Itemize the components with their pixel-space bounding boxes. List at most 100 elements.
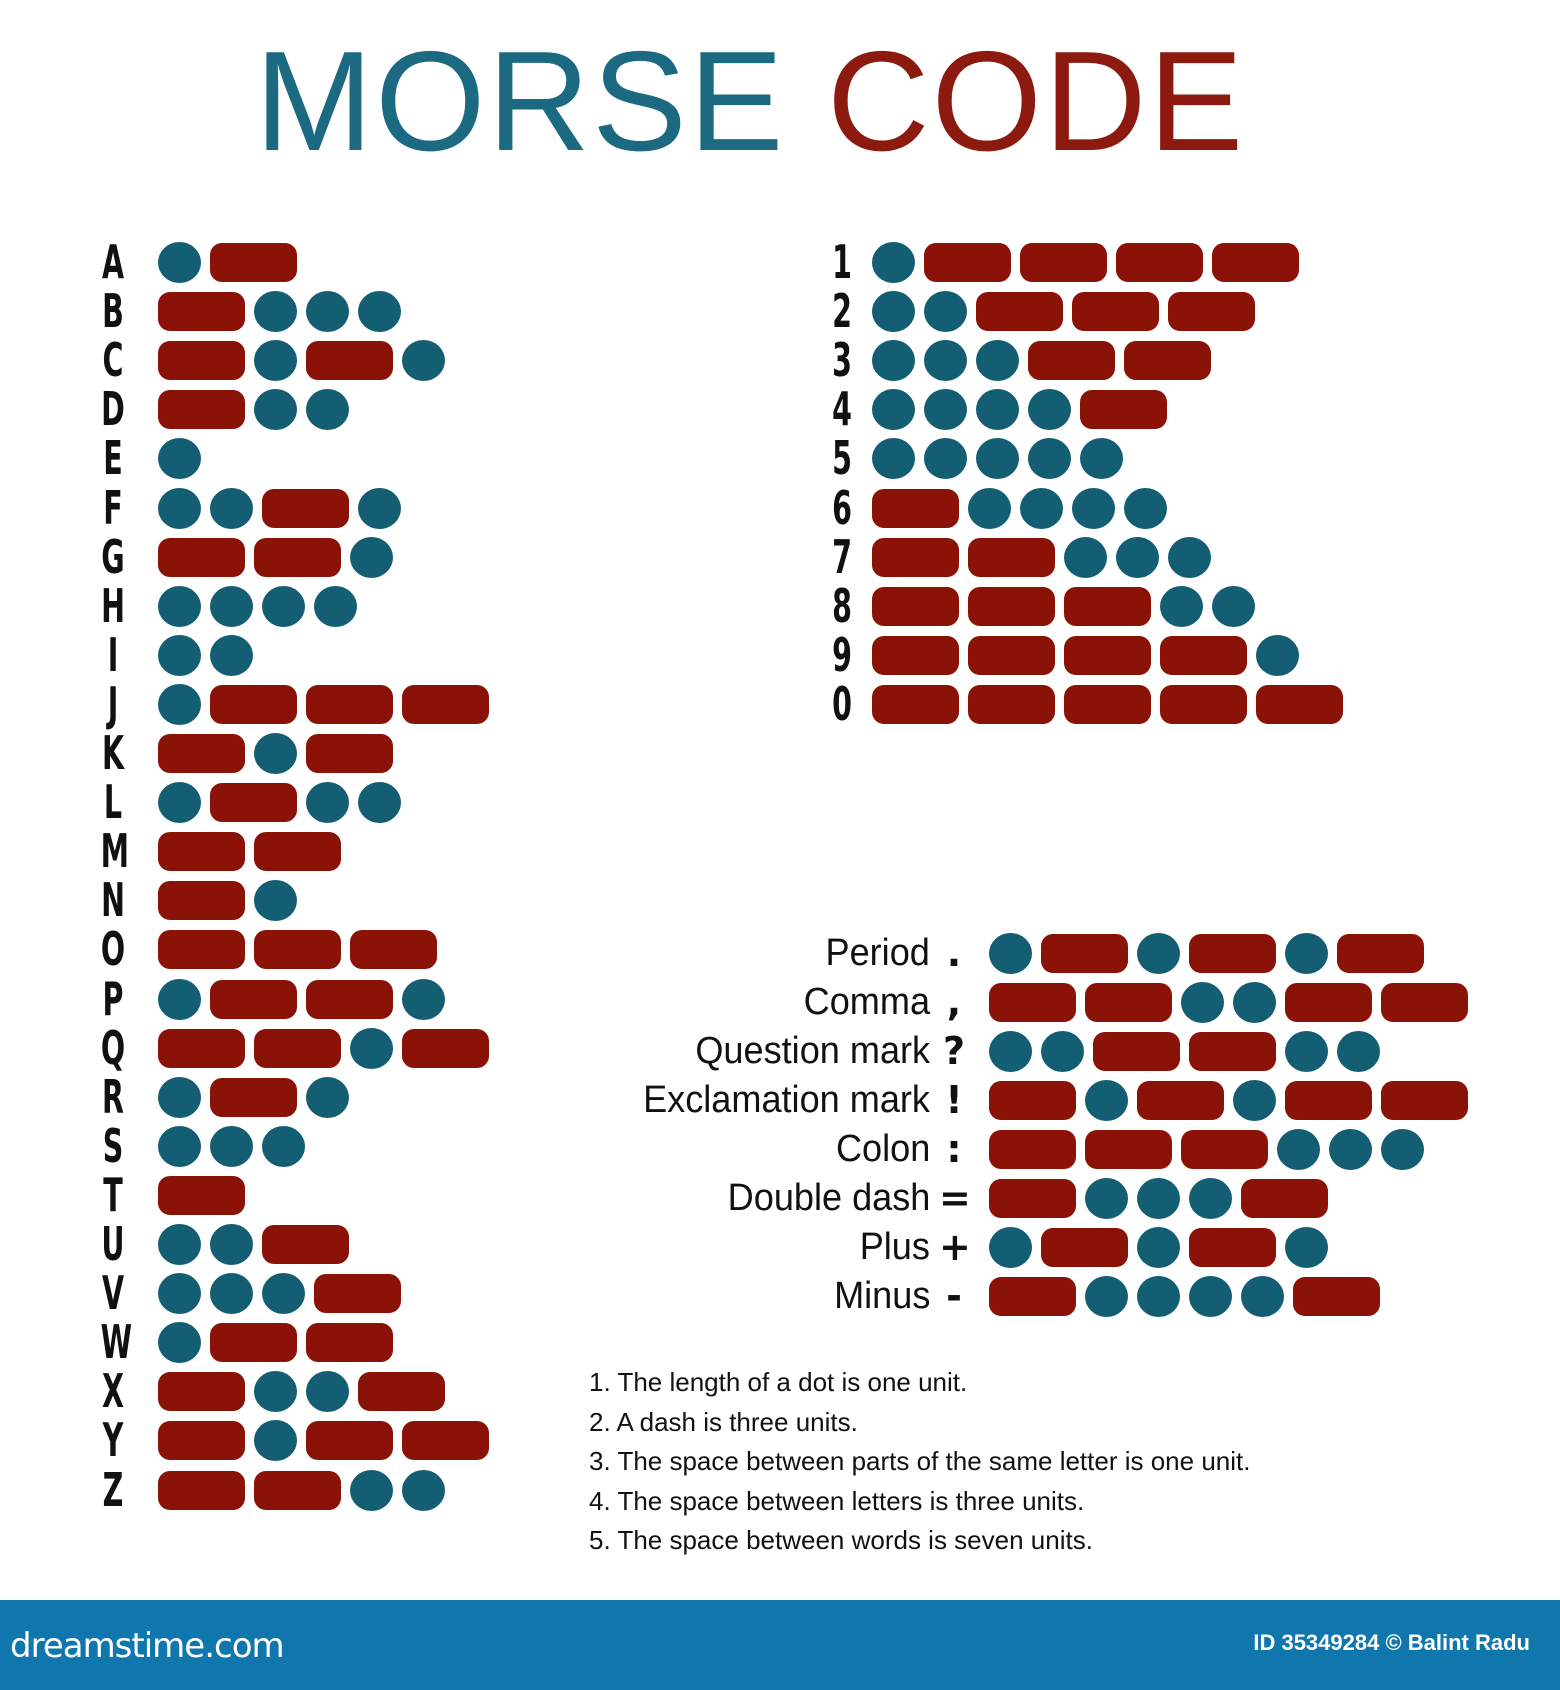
- code-row-T: T: [93, 1172, 693, 1218]
- rule-item: 4. The space between letters is three un…: [589, 1485, 1085, 1516]
- punct-label-wrap: Colon: [0, 1127, 930, 1171]
- punct-label-wrap: Period: [0, 931, 930, 975]
- code-row-V: V: [93, 1270, 693, 1316]
- dash: [158, 1372, 245, 1412]
- dash: [158, 537, 245, 577]
- char-label: K: [101, 726, 125, 780]
- dash: [158, 1028, 245, 1068]
- morse-sequence: [158, 634, 253, 676]
- code-row-P: P: [93, 971, 693, 1026]
- punct-row: Double dash =: [0, 1176, 1560, 1220]
- morse-sequence: [158, 782, 401, 824]
- char-label: N: [101, 873, 125, 928]
- char-label: E: [103, 431, 123, 486]
- char-label: P: [102, 971, 124, 1026]
- dreamstime-logo[interactable]: dreamstime.com: [10, 1626, 285, 1666]
- rules-list: 1. The length of a dot is one unit. 2. A…: [589, 1363, 1250, 1561]
- dash: [1160, 635, 1247, 675]
- dash: [306, 684, 393, 724]
- dot: [158, 1273, 201, 1315]
- dot: [872, 340, 915, 382]
- dot: [314, 585, 357, 627]
- code-row-2: 2: [822, 288, 1422, 334]
- dash: [306, 979, 393, 1019]
- dot: [976, 438, 1019, 480]
- dot: [1116, 536, 1159, 578]
- code-row-M: M: [93, 824, 693, 879]
- morse-sequence: [872, 536, 1211, 578]
- morse-sequence: [158, 683, 489, 725]
- dot: [1233, 1080, 1276, 1121]
- dot: [1189, 1276, 1232, 1317]
- morse-sequence: [158, 1175, 245, 1215]
- morse-sequence: [989, 1080, 1468, 1121]
- dash: [314, 1274, 401, 1314]
- morse-sequence: [158, 880, 297, 922]
- rule-item: 1. The length of a dot is one unit.: [589, 1367, 968, 1397]
- footer-bar: dreamstime.com ID 35349284 © Balint Radu: [0, 1600, 1560, 1690]
- punct-row: Exclamation mark!: [0, 1078, 1560, 1122]
- morse-sequence: [872, 291, 1255, 333]
- char-label: I: [107, 627, 119, 682]
- char-label: M: [100, 824, 129, 879]
- dot: [158, 782, 201, 824]
- char-label: 3: [832, 333, 852, 388]
- dash: [1241, 1179, 1328, 1218]
- char-label: D: [101, 382, 125, 437]
- dot: [1080, 438, 1123, 480]
- dash: [1256, 684, 1343, 724]
- dot: [1181, 982, 1224, 1023]
- morse-sequence: [872, 340, 1211, 382]
- dot: [158, 487, 201, 529]
- dot: [989, 1227, 1032, 1268]
- dash: [1064, 635, 1151, 675]
- dot: [306, 1371, 349, 1413]
- dash: [1189, 1032, 1276, 1071]
- dot: [402, 1469, 445, 1511]
- dash: [210, 1323, 297, 1363]
- dash: [1093, 1032, 1180, 1071]
- dot: [989, 933, 1032, 974]
- dash: [262, 488, 349, 528]
- dash: [358, 1372, 445, 1412]
- dot: [872, 242, 915, 283]
- dot: [254, 1371, 297, 1413]
- dot: [350, 1469, 393, 1511]
- dot: [1020, 487, 1063, 529]
- dot: [924, 291, 967, 333]
- dash: [968, 684, 1055, 724]
- morse-sequence: [158, 438, 201, 480]
- morse-sequence: [872, 487, 1167, 529]
- dot: [1241, 1276, 1284, 1317]
- punct-label: Exclamation mark: [643, 1079, 930, 1121]
- dot: [1085, 1178, 1128, 1219]
- dot: [872, 291, 915, 333]
- morse-sequence: [158, 389, 349, 431]
- dot: [210, 634, 253, 676]
- morse-sequence: [158, 1027, 489, 1069]
- dash: [1337, 934, 1424, 973]
- code-row-6: 6: [822, 485, 1422, 531]
- morse-sequence: [158, 1420, 489, 1462]
- punct-row: Question mark?: [0, 1029, 1560, 1073]
- dash: [968, 537, 1055, 577]
- dash: [1020, 243, 1107, 282]
- dot: [254, 389, 297, 431]
- code-row-1: 1: [822, 239, 1422, 285]
- dash: [872, 488, 959, 528]
- rule-item: 5. The space between words is seven unit…: [589, 1525, 1093, 1555]
- dash: [1189, 1228, 1276, 1267]
- morse-sequence: [872, 684, 1343, 724]
- code-row-X: X: [93, 1368, 693, 1414]
- morse-sequence: [158, 585, 357, 627]
- code-row-B: B: [93, 288, 693, 334]
- dash: [872, 586, 959, 626]
- morse-sequence: [158, 1224, 349, 1265]
- dot: [262, 1273, 305, 1315]
- dash: [872, 684, 959, 724]
- dash: [158, 832, 245, 872]
- dash: [350, 930, 437, 970]
- dash: [210, 684, 297, 724]
- dot: [968, 487, 1011, 529]
- code-row-J: J: [93, 681, 693, 727]
